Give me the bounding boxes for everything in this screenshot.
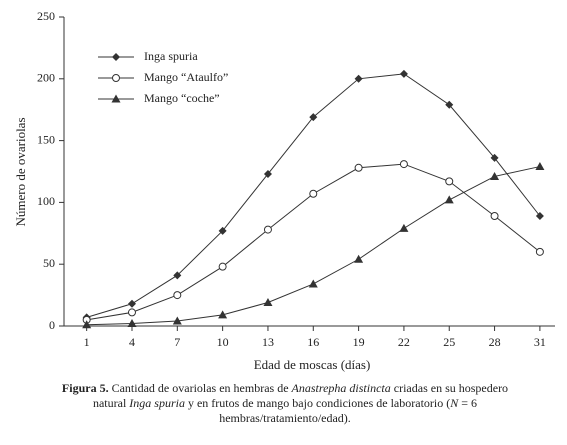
marker bbox=[535, 247, 544, 256]
legend-label: Mango “Ataulfo” bbox=[144, 70, 228, 84]
marker bbox=[173, 271, 182, 280]
legend-label: Mango “coche” bbox=[144, 91, 220, 105]
marker bbox=[172, 316, 182, 325]
marker bbox=[490, 153, 499, 162]
x-tick-label: 1 bbox=[84, 335, 90, 349]
legend-label: Inga spuria bbox=[144, 49, 198, 63]
marker bbox=[399, 69, 408, 78]
x-tick-label: 13 bbox=[262, 335, 274, 349]
x-tick-label: 25 bbox=[443, 335, 455, 349]
series-line bbox=[86, 163, 541, 321]
caption-italic: Inga spuria bbox=[129, 396, 185, 410]
marker bbox=[263, 169, 272, 178]
marker bbox=[444, 195, 454, 204]
chart: Número de ovariolas Edad de moscas (días… bbox=[13, 9, 555, 372]
y-tick-label: 100 bbox=[37, 194, 55, 208]
marker bbox=[309, 189, 318, 198]
x-tick-label: 4 bbox=[129, 335, 135, 349]
caption-label: Figura 5. bbox=[61, 381, 109, 395]
y-axis-label: Número de ovariolas bbox=[13, 117, 28, 226]
marker bbox=[127, 308, 136, 317]
marker bbox=[399, 223, 409, 232]
marker bbox=[112, 53, 120, 61]
marker bbox=[535, 211, 544, 220]
marker bbox=[445, 100, 454, 109]
x-tick-label: 10 bbox=[217, 335, 229, 349]
marker bbox=[445, 177, 454, 186]
caption-italic: N bbox=[450, 396, 459, 410]
marker bbox=[490, 211, 499, 220]
x-tick-label: 7 bbox=[174, 335, 180, 349]
y-tick-label: 150 bbox=[37, 132, 55, 146]
y-tick-label: 200 bbox=[37, 71, 55, 85]
y-tick-label: 0 bbox=[49, 318, 55, 332]
x-tick-label: 19 bbox=[353, 335, 365, 349]
marker bbox=[535, 162, 545, 171]
marker bbox=[263, 225, 272, 234]
x-tick-label: 22 bbox=[398, 335, 410, 349]
marker bbox=[82, 320, 92, 329]
y-tick-label: 50 bbox=[43, 256, 55, 270]
marker bbox=[354, 163, 363, 172]
x-axis-label: Edad de moscas (días) bbox=[254, 357, 371, 372]
caption-italic: Anastrepha distincta bbox=[291, 381, 391, 395]
marker bbox=[112, 74, 120, 82]
y-tick-label: 250 bbox=[37, 9, 55, 23]
marker bbox=[173, 291, 182, 300]
x-tick-label: 16 bbox=[307, 335, 319, 349]
marker bbox=[354, 254, 364, 263]
caption-text: Cantidad de ovariolas en hembras de bbox=[108, 381, 292, 395]
marker bbox=[218, 262, 227, 271]
caption: Figura 5. Cantidad de ovariolas en hembr… bbox=[55, 381, 515, 426]
marker bbox=[263, 298, 273, 307]
marker bbox=[309, 113, 318, 122]
marker bbox=[218, 310, 228, 319]
marker bbox=[127, 299, 136, 308]
x-tick-label: 28 bbox=[489, 335, 501, 349]
marker bbox=[490, 171, 500, 180]
marker bbox=[127, 319, 137, 328]
caption-text: criadas en su hospedero natural bbox=[92, 381, 509, 410]
caption-text: = 6 hembras/tratamiento/edad). bbox=[219, 396, 478, 425]
marker bbox=[399, 160, 408, 169]
marker bbox=[308, 279, 318, 288]
x-tick-label: 31 bbox=[534, 335, 546, 349]
marker bbox=[111, 94, 121, 103]
caption-text: y en frutos de mango bajo condiciones de… bbox=[184, 396, 451, 410]
marker bbox=[218, 226, 227, 235]
marker bbox=[354, 74, 363, 83]
